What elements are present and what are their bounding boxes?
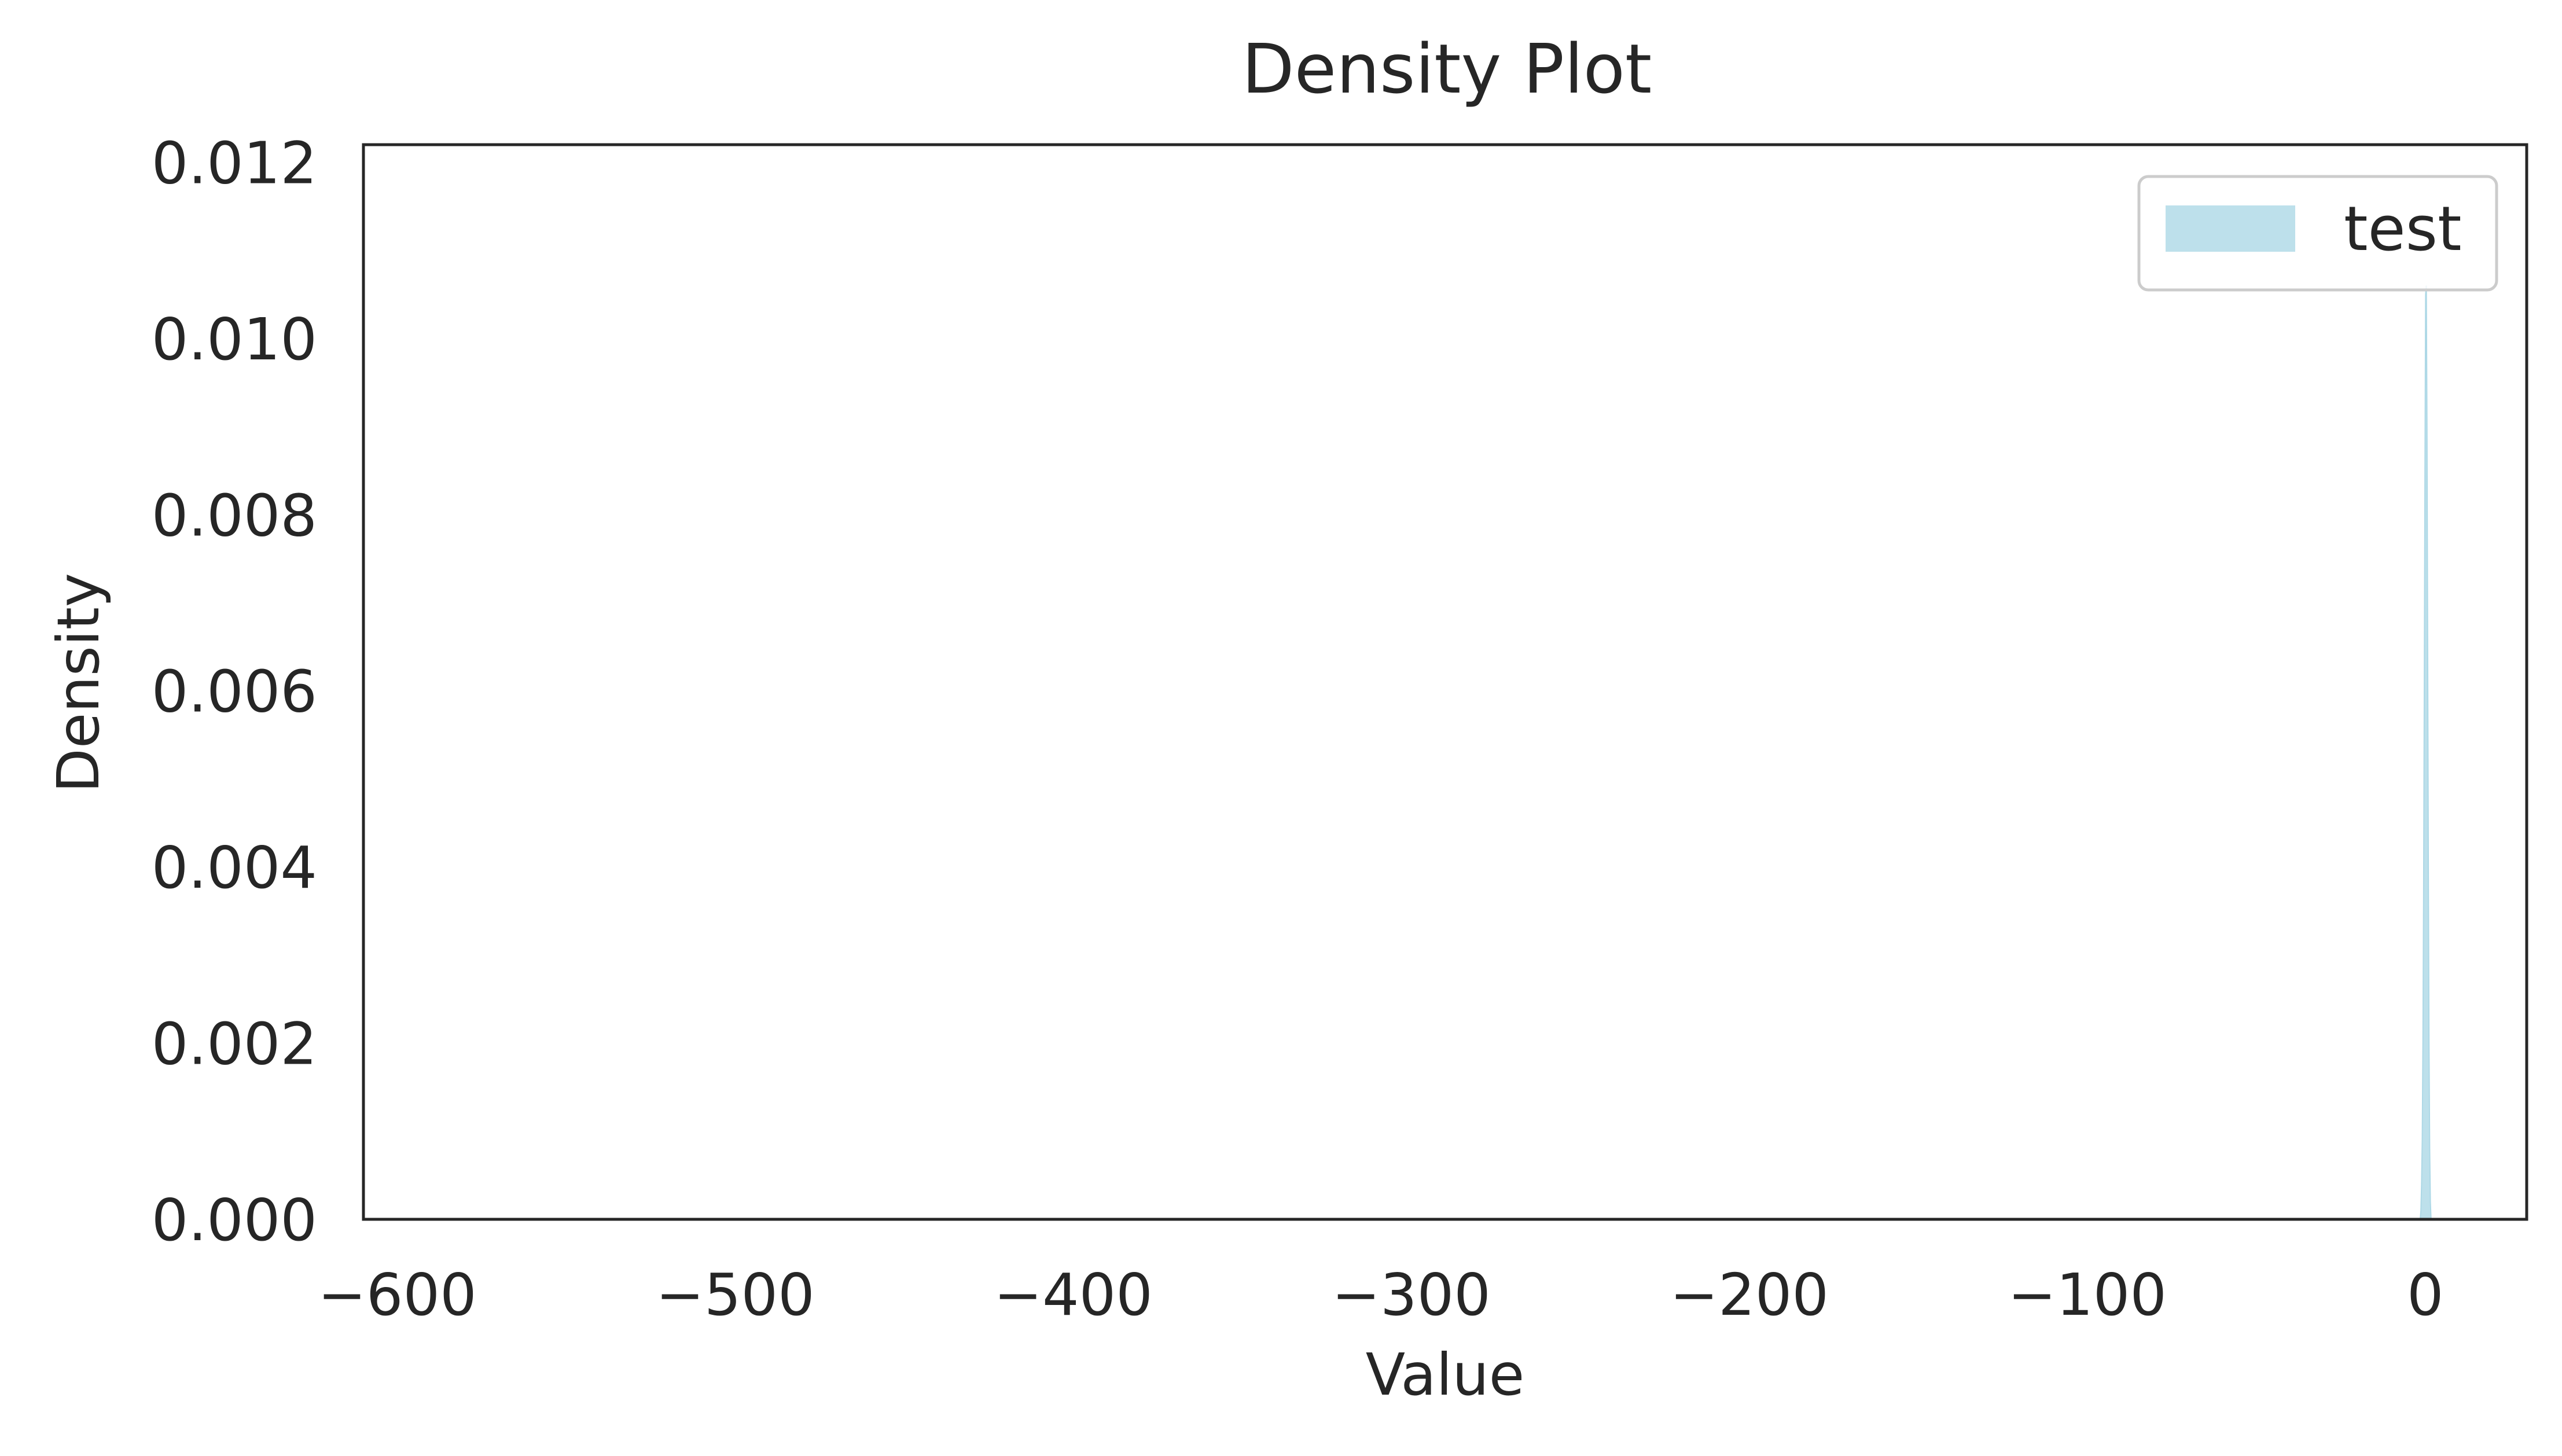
x-tick-label: −400 — [994, 1261, 1153, 1329]
x-axis-ticks: −600 −500 −400 −300 −200 −100 0 — [318, 1261, 2444, 1329]
legend-swatch — [2166, 205, 2295, 252]
x-tick-label: −200 — [1670, 1261, 1829, 1329]
x-tick-label: 0 — [2407, 1261, 2444, 1329]
chart-title: Density Plot — [1242, 29, 1652, 109]
plot-frame — [362, 143, 2528, 1221]
y-axis-label: Density — [45, 573, 112, 793]
y-tick-label: 0.002 — [152, 1010, 317, 1078]
x-axis-label: Value — [1366, 1341, 1525, 1409]
y-tick-label: 0.010 — [152, 306, 317, 373]
y-tick-label: 0.006 — [152, 658, 317, 726]
legend-label-test: test — [2344, 193, 2462, 264]
legend: test — [2137, 175, 2498, 292]
legend-box — [2137, 175, 2498, 292]
y-axis-ticks: 0.000 0.002 0.004 0.006 0.008 0.010 0.012 — [152, 129, 317, 1254]
x-tick-label: −100 — [2008, 1261, 2167, 1329]
x-tick-label: −500 — [656, 1261, 815, 1329]
x-tick-label: −300 — [1332, 1261, 1491, 1329]
y-tick-label: 0.004 — [152, 834, 317, 902]
y-tick-label: 0.008 — [152, 481, 317, 549]
x-tick-label: −600 — [318, 1261, 477, 1329]
y-tick-label: 0.012 — [152, 129, 317, 197]
y-tick-label: 0.000 — [152, 1186, 317, 1254]
